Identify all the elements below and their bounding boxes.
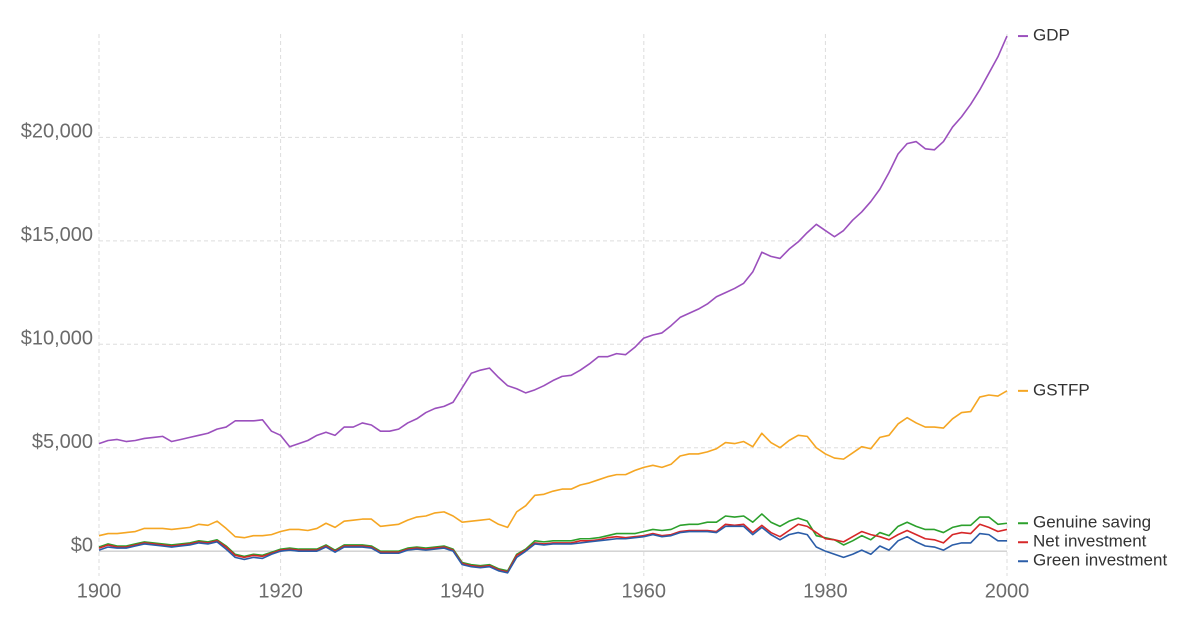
legend-label: GDP [1033, 26, 1070, 45]
legend-label: Net investment [1033, 532, 1147, 551]
x-tick-label: 1940 [440, 580, 485, 602]
y-tick-label: $0 [71, 534, 93, 556]
x-tick-label: 2000 [985, 580, 1030, 602]
legend-label: Green investment [1033, 551, 1167, 570]
legend-label: GSTFP [1033, 380, 1090, 399]
series-line [98, 523, 1008, 573]
series-line [98, 390, 1008, 539]
x-tick-label: 1900 [77, 580, 122, 602]
y-tick-label: $10,000 [21, 328, 93, 350]
legend-label: Genuine saving [1033, 513, 1151, 532]
x-tick-label: 1920 [258, 580, 303, 602]
y-tick-label: $5,000 [32, 431, 93, 453]
series-line [98, 525, 1007, 574]
y-tick-label: $20,000 [21, 121, 93, 143]
y-tick-label: $15,000 [21, 224, 93, 246]
series-line [98, 35, 1008, 448]
x-tick-label: 1960 [622, 580, 667, 602]
x-tick-label: 1980 [803, 580, 848, 602]
series-line [98, 513, 1008, 572]
